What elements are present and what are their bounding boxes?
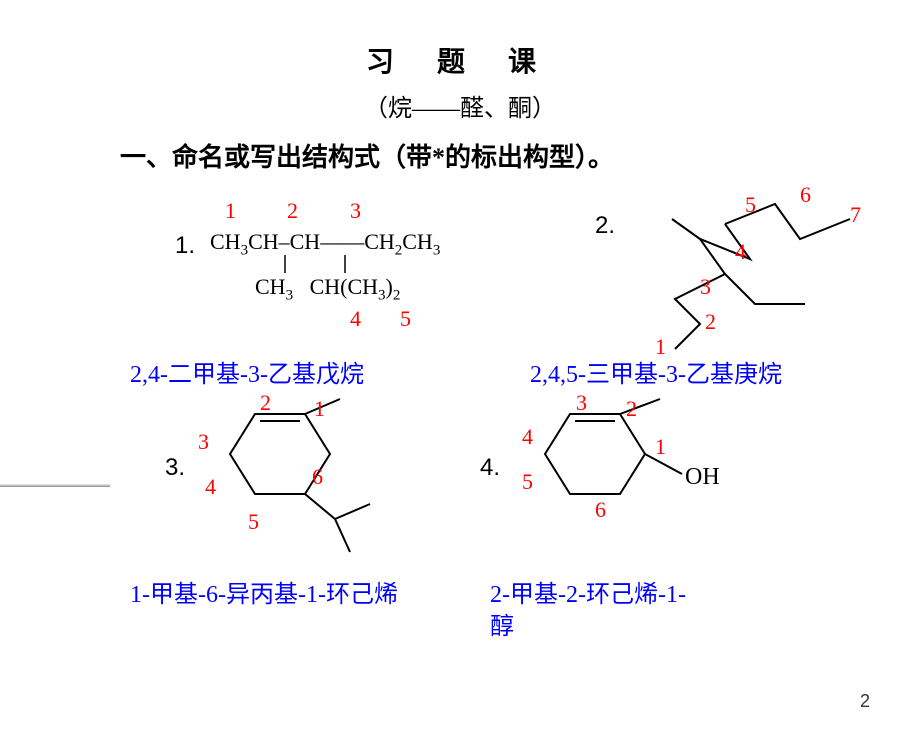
q4-label-1: 1	[655, 434, 666, 460]
q1-che: CH	[402, 229, 433, 254]
page-number: 2	[860, 691, 870, 712]
q1-ch3a-sub: 3	[241, 242, 249, 258]
q1-l2-chch3-sub: 3	[378, 287, 386, 303]
q4-label-6: 6	[595, 497, 606, 523]
q4-number: 4.	[480, 454, 500, 482]
q1-l2-ch3: CH	[255, 274, 286, 299]
q3-label-6: 6	[312, 464, 323, 490]
q2-label-4: 4	[735, 239, 746, 265]
q1-bonds-vertical	[275, 253, 375, 275]
q1-label-5: 5	[400, 306, 411, 332]
q3-label-3: 3	[198, 429, 209, 455]
q1-chc: CH	[290, 229, 321, 254]
q4-label-4: 4	[522, 424, 533, 450]
q1-dash: –	[279, 229, 290, 254]
q4-label-2: 2	[626, 396, 637, 422]
q3-answer: 1-甲基-6-异丙基-1-环己烯	[130, 574, 398, 609]
q4-label-3: 3	[576, 390, 587, 416]
q1-answer: 2,4-二甲基-3-乙基戊烷	[130, 354, 364, 389]
q4-answer-line1: 2-甲基-2-环己烯-1-	[490, 574, 686, 609]
q4-label-5: 5	[522, 469, 533, 495]
q3-number: 3.	[165, 454, 185, 482]
q1-number: 1.	[175, 232, 195, 260]
q2-label-2: 2	[705, 309, 716, 335]
q3-label-2: 2	[260, 390, 271, 416]
q1-formula-line2: CH3 CH(CH3)2	[255, 274, 400, 304]
q1-l2-paren: )	[386, 274, 393, 299]
q1-label-1: 1	[225, 198, 236, 224]
q1-label-2: 2	[287, 198, 298, 224]
q1-chb: CH	[248, 229, 279, 254]
page-title: 习 题 课	[0, 40, 920, 80]
q1-ch3a: CH	[210, 229, 241, 254]
q2-label-5: 5	[745, 192, 756, 218]
q1-l2-paren-sub: 2	[393, 287, 401, 303]
q1-l2-chch3: CH(CH	[310, 274, 378, 299]
q4-answer-line2: 醇	[490, 606, 514, 641]
q2-answer: 2,4,5-三甲基-3-乙基庚烷	[530, 354, 782, 389]
q2-skeletal	[600, 169, 870, 369]
q1-long: ——	[320, 229, 364, 254]
q3-label-1: 1	[314, 396, 325, 422]
q1-label-4: 4	[350, 306, 361, 332]
q1-chd: CH	[364, 229, 395, 254]
q2-label-3: 3	[700, 274, 711, 300]
q3-label-4: 4	[205, 474, 216, 500]
q3-skeletal	[195, 394, 395, 564]
q1-l2-ch3-sub: 3	[286, 287, 294, 303]
q2-label-7: 7	[850, 202, 861, 228]
content-area: 1. 1 2 3 4 5 CH3CH–CH——CH2CH3 CH3 CH(CH3…	[0, 174, 920, 694]
q4-oh: OH	[685, 464, 720, 491]
q3-label-5: 5	[248, 509, 259, 535]
q1-che-sub: 3	[433, 242, 441, 258]
q2-label-6: 6	[800, 182, 811, 208]
q1-label-3: 3	[350, 198, 361, 224]
page-subtitle: （烷——醛、酮）	[0, 88, 920, 123]
